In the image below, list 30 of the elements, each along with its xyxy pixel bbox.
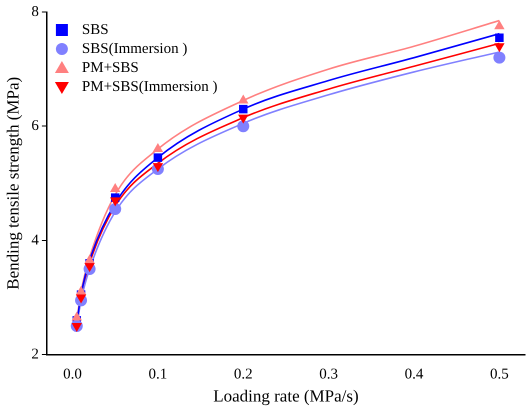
legend-label: SBS bbox=[82, 22, 109, 38]
point bbox=[84, 263, 95, 272]
y-tick-label: 8 bbox=[31, 4, 39, 20]
y-tick-label: 2 bbox=[31, 346, 39, 363]
point bbox=[109, 202, 122, 215]
point bbox=[494, 20, 505, 30]
legend-label: PM+SBS(Immersion ) bbox=[82, 78, 218, 95]
y-tick-label: 6 bbox=[31, 118, 40, 134]
point bbox=[110, 197, 120, 206]
point bbox=[154, 153, 162, 162]
x-axis-title: Loading rate (MPa/s) bbox=[213, 386, 359, 406]
x-tick-label: 0.3 bbox=[319, 366, 338, 383]
y-axis-title: Bending tensile strength (MPa) bbox=[4, 76, 23, 290]
point bbox=[72, 323, 82, 332]
legend-label: PM+SBS bbox=[82, 60, 139, 76]
x-tick-label: 0.4 bbox=[404, 366, 424, 383]
x-tick-label: 0.1 bbox=[148, 366, 168, 383]
point bbox=[76, 294, 86, 304]
legend-label: SBS(Immersion ) bbox=[82, 40, 188, 57]
x-tick-label: 0.5 bbox=[490, 366, 509, 383]
y-tick-label: 4 bbox=[31, 232, 40, 248]
point bbox=[493, 52, 506, 64]
x-tick-label: 0.0 bbox=[63, 366, 82, 383]
point bbox=[238, 94, 248, 104]
point bbox=[495, 33, 504, 42]
point bbox=[110, 183, 120, 192]
point bbox=[237, 120, 250, 132]
point bbox=[152, 143, 164, 152]
x-tick-label: 0.2 bbox=[234, 366, 253, 383]
point bbox=[239, 104, 248, 114]
